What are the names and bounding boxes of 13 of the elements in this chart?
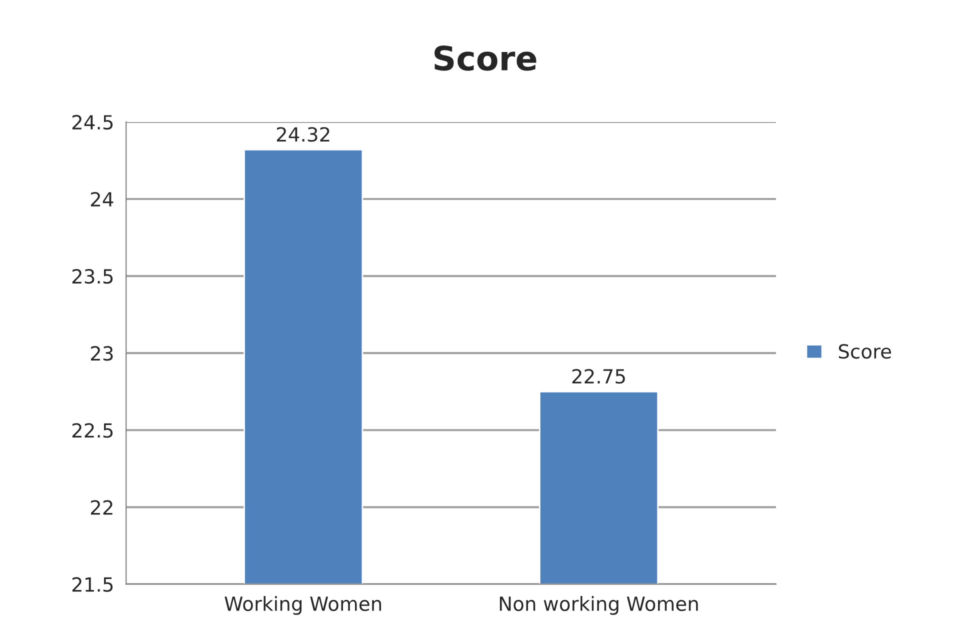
y-tick-label: 24 xyxy=(90,192,114,206)
chart-title: Score xyxy=(434,46,536,71)
y-tick-label: 23 xyxy=(90,346,113,361)
x-tick-label: Non working Women xyxy=(500,596,698,615)
y-tick-label: 24.5 xyxy=(72,114,113,130)
legend-label: Score xyxy=(838,344,892,359)
x-tick-label: Working Women xyxy=(224,596,382,615)
data-label: 22.75 xyxy=(572,368,625,384)
y-tick-label: 22.5 xyxy=(72,423,113,438)
y-tick-label: 23.5 xyxy=(72,269,113,284)
data-label: 24.32 xyxy=(276,127,330,142)
y-tick-label: 22 xyxy=(90,500,112,515)
y-tick-label: 21.5 xyxy=(72,577,113,592)
